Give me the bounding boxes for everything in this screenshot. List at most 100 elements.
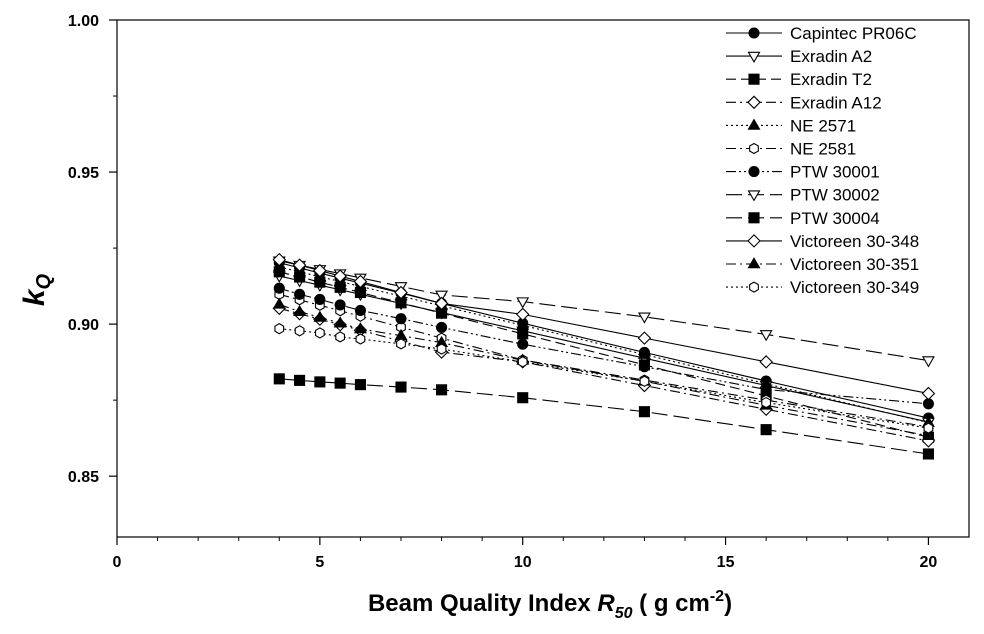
x-tick-label: 20	[920, 554, 938, 571]
marker-hexagon	[274, 323, 285, 335]
marker-hexagon	[355, 333, 366, 345]
legend-item: Victoreen 30-348	[726, 232, 919, 251]
marker-square	[748, 73, 760, 85]
legend-item: PTW 30004	[726, 209, 880, 228]
legend-item: Exradin T2	[726, 70, 872, 89]
legend-label: Exradin T2	[790, 70, 872, 89]
legend-item: NE 2581	[726, 140, 856, 159]
marker-circle	[334, 299, 346, 311]
legend-item: Capintec PR06C	[726, 24, 917, 43]
marker-hexagon	[923, 422, 934, 434]
marker-square	[314, 376, 326, 388]
marker-hexagon	[314, 327, 325, 339]
marker-hexagon	[639, 375, 650, 387]
marker-triangle-down	[747, 190, 761, 202]
marker-circle	[638, 361, 650, 373]
y-axis-title: kQ	[18, 273, 55, 306]
marker-hexagon	[335, 331, 346, 343]
marker-diamond	[515, 307, 530, 322]
marker-circle	[273, 282, 285, 294]
marker-diamond	[292, 258, 307, 272]
x-tick-label: 10	[514, 554, 532, 571]
marker-triangle-up	[293, 304, 307, 316]
marker-circle	[748, 166, 760, 178]
marker-diamond	[747, 95, 761, 110]
x-axis-title-sub: 50	[615, 605, 633, 622]
marker-triangle-down	[759, 330, 773, 342]
marker-diamond	[921, 386, 936, 401]
legend-item: Exradin A12	[726, 93, 882, 112]
marker-triangle-down	[921, 356, 935, 368]
marker-square	[354, 379, 366, 391]
legend-label: PTW 30001	[790, 163, 880, 182]
legend-item: NE 2571	[726, 116, 856, 135]
marker-hexagon	[517, 356, 528, 368]
marker-triangle-up	[921, 428, 935, 441]
y-tick-label: 0.95	[68, 165, 99, 182]
y-tick-label: 0.85	[68, 469, 99, 486]
legend-label: PTW 30002	[790, 186, 880, 205]
x-tick-label: 0	[113, 554, 122, 571]
legend-label: Victoreen 30-351	[790, 255, 919, 274]
marker-circle	[922, 398, 934, 410]
marker-diamond	[313, 263, 327, 278]
marker-diamond	[759, 355, 773, 369]
marker-triangle-up	[272, 297, 286, 309]
marker-diamond	[272, 252, 287, 267]
marker-triangle-down	[637, 312, 651, 324]
x-axis-title-sup: -2	[710, 588, 724, 605]
x-axis-title: Beam Quality Index R50 ( g cm-2)	[368, 588, 732, 622]
legend-label: NE 2581	[790, 140, 856, 159]
legend-item: Victoreen 30-351	[726, 255, 919, 274]
marker-square	[922, 448, 934, 460]
legend-label: Victoreen 30-348	[790, 232, 919, 251]
series-victoreen-30-348	[272, 252, 936, 401]
marker-hexagon	[294, 325, 305, 337]
marker-circle	[354, 304, 366, 316]
marker-hexagon	[749, 281, 759, 293]
x-axis-title-prefix: Beam Quality Index	[368, 590, 597, 617]
legend-label: Exradin A2	[790, 47, 872, 66]
marker-circle	[760, 383, 772, 396]
marker-circle	[517, 338, 529, 350]
series-ptw-30004	[273, 373, 934, 460]
marker-diamond	[637, 331, 652, 345]
series-victoreen-30-351	[272, 297, 935, 441]
marker-diamond	[394, 285, 408, 300]
axis-ticks: 0 5 10 15 20 0.85 0.90 0.95 1.00	[68, 13, 938, 571]
marker-triangle-down	[747, 51, 761, 63]
marker-circle	[436, 321, 448, 334]
marker-square	[395, 381, 407, 393]
legend-label: Victoreen 30-349	[790, 278, 919, 297]
marker-triangle-up	[313, 310, 327, 322]
x-axis-title-close: )	[724, 590, 732, 617]
y-tick-label: 0.90	[68, 317, 99, 334]
marker-triangle-up	[747, 118, 761, 130]
legend-item: PTW 30001	[726, 163, 880, 182]
marker-triangle-down	[516, 297, 530, 309]
legend-label: PTW 30004	[790, 209, 880, 228]
marker-diamond	[434, 296, 449, 311]
marker-diamond	[333, 269, 347, 283]
x-tick-label: 15	[717, 554, 735, 571]
plot-frame	[116, 19, 970, 538]
legend-item: Victoreen 30-349	[726, 278, 919, 297]
marker-square	[638, 406, 650, 418]
marker-circle	[314, 293, 326, 306]
x-axis-title-var: R	[597, 590, 615, 617]
legend: Capintec PR06C Exradin A2 Exradin T2 Exradi…	[726, 24, 919, 297]
marker-diamond	[353, 274, 368, 289]
marker-triangle-down	[435, 290, 449, 302]
series-ptw-30001	[273, 282, 934, 410]
marker-hexagon	[396, 338, 406, 350]
series-group	[272, 252, 936, 460]
marker-square	[760, 424, 772, 436]
marker-triangle-up	[637, 347, 651, 359]
series-line	[279, 287, 929, 405]
marker-square	[517, 392, 529, 404]
marker-hexagon	[761, 396, 772, 409]
marker-circle	[395, 313, 407, 325]
y-axis-title-var: k	[18, 288, 51, 306]
